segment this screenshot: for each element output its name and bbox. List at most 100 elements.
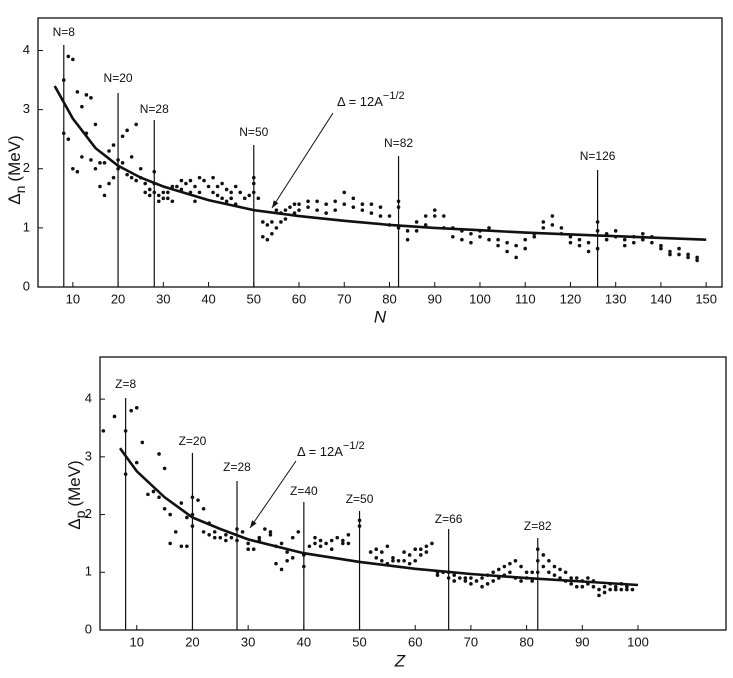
data-point — [251, 190, 256, 195]
x-tick-label: 120 — [560, 291, 582, 306]
data-point — [80, 155, 84, 159]
data-point — [218, 535, 223, 540]
data-point — [268, 532, 273, 537]
data-point — [98, 161, 102, 165]
y-tick-label: 2 — [85, 506, 92, 521]
data-point — [446, 576, 451, 580]
data-point — [357, 518, 362, 523]
data-point — [602, 584, 607, 589]
data-point — [202, 178, 206, 183]
data-point — [162, 466, 167, 471]
data-point — [505, 240, 509, 245]
data-point — [111, 143, 116, 147]
data-point — [513, 558, 518, 563]
data-point — [129, 155, 134, 159]
data-point — [574, 576, 579, 580]
x-tick-label: 40 — [201, 291, 215, 306]
data-point — [569, 576, 573, 580]
data-point — [457, 576, 462, 580]
y-tick-label: 1 — [23, 219, 30, 234]
data-point — [396, 205, 401, 209]
data-point — [170, 184, 175, 189]
data-point — [75, 169, 80, 174]
data-point — [414, 220, 419, 224]
data-point — [369, 202, 374, 207]
y-tick-label: 4 — [85, 391, 92, 406]
data-point — [274, 561, 278, 566]
data-point — [283, 217, 288, 221]
x-tick-label: 90 — [575, 634, 589, 649]
data-point — [532, 234, 537, 239]
data-point — [418, 553, 423, 557]
data-point — [550, 223, 555, 227]
data-point — [193, 199, 197, 204]
formula-arrowhead — [272, 200, 279, 208]
data-point — [193, 184, 197, 189]
data-point — [405, 237, 410, 242]
data-point — [270, 220, 274, 224]
data-point — [120, 161, 125, 165]
data-point — [491, 579, 495, 583]
data-point — [188, 178, 193, 183]
data-point — [402, 550, 406, 554]
data-point — [256, 196, 261, 201]
data-point — [519, 579, 523, 583]
data-point — [559, 226, 564, 230]
data-point — [342, 190, 347, 195]
data-point — [66, 137, 71, 141]
data-point — [179, 544, 184, 549]
data-point — [369, 211, 374, 215]
formula-annotation: Δ = 12A−1/2 — [297, 440, 365, 460]
data-point — [535, 558, 540, 563]
data-point — [380, 550, 384, 554]
data-point — [641, 237, 645, 242]
data-point — [502, 564, 507, 569]
data-point — [306, 205, 310, 209]
data-point — [595, 229, 600, 233]
data-point — [220, 181, 224, 186]
x-tick-label: 110 — [515, 291, 536, 306]
data-point — [196, 498, 200, 502]
data-point — [238, 190, 243, 195]
x-tick-label: 30 — [241, 634, 255, 649]
data-point — [302, 564, 306, 569]
data-point — [677, 246, 681, 251]
data-point — [423, 223, 428, 227]
data-point — [378, 205, 383, 209]
data-point — [224, 187, 229, 192]
data-point — [185, 544, 189, 549]
data-point — [152, 169, 157, 174]
data-point — [279, 567, 284, 572]
y-tick-label: 0 — [85, 621, 92, 636]
data-point — [650, 240, 654, 245]
data-point — [190, 524, 195, 528]
x-tick-label: 50 — [247, 291, 261, 306]
data-point — [580, 584, 585, 589]
x-tick-label: 90 — [428, 291, 442, 306]
magic-label: Z=50 — [346, 492, 374, 506]
plot-frame — [99, 356, 727, 631]
y-axis-unit: (MeV) — [5, 135, 24, 181]
data-point — [134, 405, 139, 410]
data-point — [161, 196, 166, 201]
data-point — [469, 231, 473, 236]
x-tick-label: 130 — [605, 291, 627, 306]
data-point — [263, 527, 267, 531]
data-point — [324, 211, 328, 215]
magic-label: Z=82 — [524, 519, 552, 533]
x-axis-label: Z — [394, 651, 406, 670]
data-point — [229, 535, 234, 540]
x-tick-label: 40 — [297, 634, 311, 649]
data-point — [318, 538, 323, 543]
data-point — [541, 220, 546, 224]
data-point — [143, 181, 148, 186]
data-point — [541, 564, 546, 569]
data-point — [157, 495, 161, 500]
data-point — [380, 558, 384, 563]
y-axis-label: Δp (MeV) — [65, 460, 87, 529]
y-axis-symbol: Δ — [65, 518, 84, 529]
data-point — [496, 567, 501, 572]
data-point — [71, 166, 75, 171]
data-point — [102, 161, 107, 165]
data-point — [541, 226, 546, 230]
